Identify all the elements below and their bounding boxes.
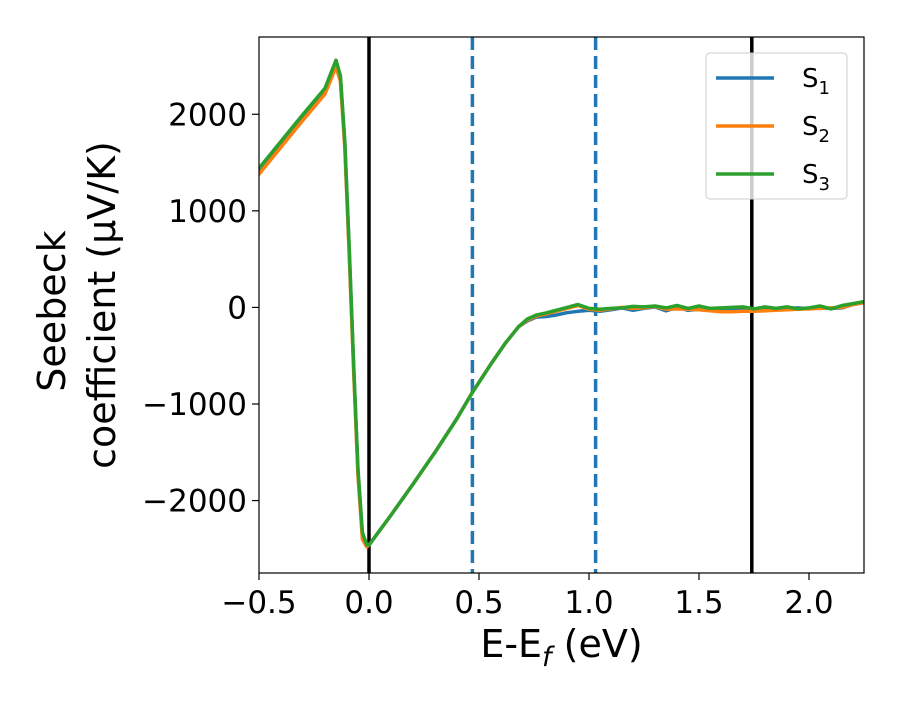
y-tick-label: −2000 (142, 484, 247, 520)
y-axis-label: Seebeck coefficient (μV/K) (30, 141, 124, 469)
legend-entry-s3: S3 (716, 160, 830, 195)
legend: S1 S2 S3 (705, 52, 848, 200)
y-tick-label: 1000 (168, 194, 247, 230)
x-axis-ticks: −0.5 0.0 0.5 1.0 1.5 2.0 (221, 573, 834, 621)
x-tick-label: 0.0 (344, 585, 393, 621)
x-tick-label: 2.0 (784, 585, 833, 621)
legend-label: S1 (802, 64, 830, 99)
legend-entry-s2: S2 (716, 112, 830, 147)
y-tick-label: 0 (227, 290, 247, 326)
y-tick-label: 2000 (168, 97, 247, 133)
plot-area-frame (258, 36, 865, 574)
legend-label: S3 (802, 160, 830, 195)
x-axis-label: E-Ef (eV) (480, 622, 642, 673)
y-tick-label: −1000 (142, 387, 247, 423)
vertical-reference-lines (367, 37, 754, 573)
x-tick-label: 1.0 (564, 585, 613, 621)
series-line-s3 (259, 58, 864, 547)
x-tick-label: 0.5 (454, 585, 503, 621)
series-lines (259, 58, 864, 549)
legend-box (705, 52, 848, 200)
x-tick-label: −0.5 (221, 585, 296, 621)
y-axis-ticks: −2000 −1000 0 1000 2000 (142, 97, 259, 520)
legend-label: S2 (802, 112, 830, 147)
legend-entry-s1: S1 (716, 64, 830, 99)
x-tick-label: 1.5 (674, 585, 723, 621)
